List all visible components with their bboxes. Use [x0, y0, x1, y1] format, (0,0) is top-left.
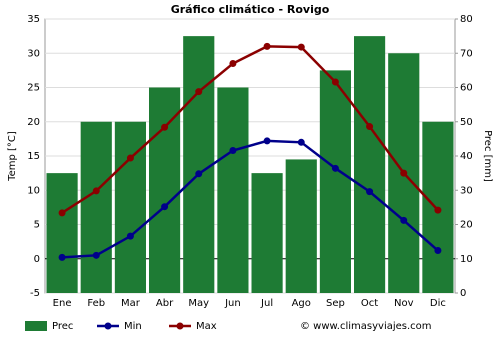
x-tick-label: Ene: [53, 298, 72, 309]
y2-axis-label: Prec [mm]: [482, 130, 493, 182]
line: [62, 139, 439, 259]
bar: [217, 87, 249, 293]
x-tick-label: Jul: [260, 298, 273, 309]
x-tick-label: Abr: [156, 298, 174, 309]
point: [400, 169, 408, 177]
point: [366, 188, 374, 196]
point: [366, 123, 374, 131]
x-tick-label: Dic: [430, 298, 446, 309]
x-tick-label: Feb: [87, 298, 105, 309]
point: [229, 147, 237, 155]
legend-label: Max: [196, 321, 217, 332]
point: [297, 138, 305, 146]
watermark: © www.climasyviajes.com: [300, 321, 432, 332]
point: [58, 253, 66, 261]
bar: [285, 159, 317, 293]
y-tick-label: 35: [27, 14, 40, 25]
chart-title: Gráfico climático - Rovigo: [171, 3, 330, 16]
legend-swatch: [25, 321, 47, 331]
point: [195, 88, 203, 96]
y-tick-label: 25: [27, 83, 40, 94]
point: [161, 123, 169, 131]
point: [92, 251, 100, 259]
bar: [319, 70, 351, 293]
point: [263, 137, 271, 145]
point: [92, 187, 100, 195]
point: [126, 232, 134, 240]
x-tick-label: Oct: [361, 298, 378, 309]
y-tick-label: 30: [27, 48, 40, 59]
y-axis-label: Temp [°C]: [7, 131, 18, 182]
y-tick-label: 5: [34, 220, 40, 231]
y-tick-label: 20: [27, 117, 40, 128]
legend-label: Prec: [52, 321, 73, 332]
x-tick-label: May: [188, 298, 209, 309]
x-tick-label: Jun: [224, 298, 241, 309]
y2-tick-label: 30: [460, 185, 473, 196]
x-tick-label: Mar: [121, 298, 141, 309]
y2-tick-label: 0: [460, 288, 466, 299]
point: [126, 154, 134, 162]
y2-tick-label: 40: [460, 151, 473, 162]
line: [61, 45, 439, 214]
point: [58, 209, 66, 217]
point: [161, 203, 169, 211]
y2-tick-label: 60: [460, 83, 473, 94]
point: [331, 78, 339, 86]
point: [297, 43, 305, 51]
point: [195, 170, 203, 178]
bar: [354, 36, 386, 293]
y-tick-label: -5: [30, 288, 40, 299]
bar: [46, 173, 78, 293]
legend-swatch: [176, 322, 184, 330]
bar: [251, 173, 283, 293]
y2-tick-label: 10: [460, 254, 473, 265]
y-tick-label: 15: [27, 151, 40, 162]
y-tick-label: 10: [27, 185, 40, 196]
point: [263, 42, 271, 50]
y-tick-label: 0: [34, 254, 40, 265]
legend-label: Min: [124, 321, 142, 332]
y2-tick-label: 20: [460, 220, 473, 231]
point: [434, 247, 442, 255]
bar: [149, 87, 181, 293]
y2-tick-label: 80: [460, 14, 473, 25]
y2-tick-label: 50: [460, 117, 473, 128]
point: [400, 216, 408, 224]
x-tick-label: Ago: [292, 298, 311, 309]
point: [229, 60, 237, 68]
y2-tick-label: 70: [460, 48, 473, 59]
legend-swatch: [104, 322, 112, 330]
bar: [183, 36, 215, 293]
point: [331, 164, 339, 172]
bar: [80, 121, 112, 293]
x-tick-label: Nov: [394, 298, 414, 309]
point: [434, 206, 442, 214]
x-tick-label: Sep: [326, 298, 345, 309]
